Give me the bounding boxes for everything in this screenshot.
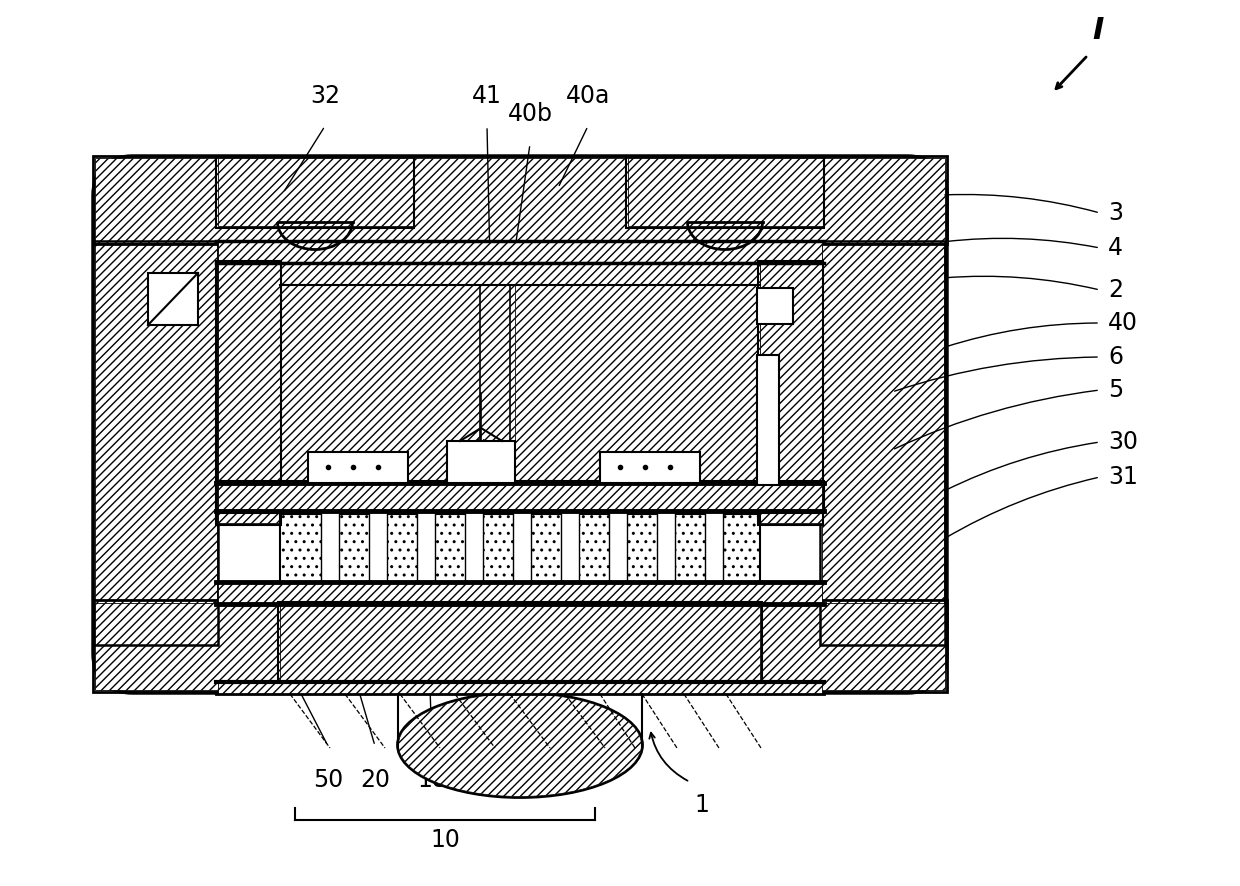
Bar xyxy=(820,241,945,645)
Bar xyxy=(95,603,945,690)
Bar xyxy=(446,441,515,483)
Bar xyxy=(560,511,579,585)
Text: 40a: 40a xyxy=(565,84,610,108)
Bar xyxy=(148,273,198,325)
Text: 2: 2 xyxy=(1109,278,1123,302)
Text: 32: 32 xyxy=(310,84,340,108)
Text: 41: 41 xyxy=(472,84,502,108)
Bar xyxy=(756,288,794,324)
Bar xyxy=(218,582,822,604)
Bar xyxy=(218,483,822,511)
Bar xyxy=(218,263,280,523)
Text: 17: 17 xyxy=(547,768,577,792)
Text: 11, 19: 11, 19 xyxy=(460,768,534,792)
Bar xyxy=(321,511,339,585)
Bar xyxy=(280,604,760,682)
Bar xyxy=(600,452,701,483)
Bar xyxy=(513,511,531,585)
Ellipse shape xyxy=(398,694,641,797)
Bar xyxy=(756,355,779,485)
Text: 40b: 40b xyxy=(507,102,553,126)
Bar xyxy=(280,514,760,582)
FancyBboxPatch shape xyxy=(93,156,947,693)
Text: 18: 18 xyxy=(417,768,446,792)
Text: 3: 3 xyxy=(1109,201,1123,225)
Bar xyxy=(95,243,217,643)
Bar xyxy=(278,602,763,684)
Text: 20: 20 xyxy=(360,768,391,792)
Bar xyxy=(609,511,627,585)
Text: 5: 5 xyxy=(1109,378,1123,402)
Bar xyxy=(218,158,413,226)
Bar xyxy=(218,241,822,263)
Bar xyxy=(758,261,823,525)
Bar xyxy=(93,156,947,244)
Text: 30: 30 xyxy=(1109,430,1138,454)
Bar xyxy=(465,511,484,585)
Text: 40: 40 xyxy=(1109,311,1138,335)
Bar xyxy=(218,682,822,694)
Bar xyxy=(216,156,414,228)
Text: 31: 31 xyxy=(1109,465,1138,489)
Bar xyxy=(370,511,387,585)
Text: 50: 50 xyxy=(312,768,343,792)
Bar xyxy=(93,600,947,692)
Text: 10: 10 xyxy=(430,828,460,852)
Bar xyxy=(216,261,281,525)
Ellipse shape xyxy=(398,693,642,797)
Bar xyxy=(657,511,675,585)
Bar xyxy=(627,158,823,226)
Text: I: I xyxy=(1092,16,1104,45)
Bar xyxy=(280,285,515,485)
Bar xyxy=(216,481,825,513)
Bar xyxy=(280,263,760,285)
Text: 4: 4 xyxy=(1109,236,1123,260)
Bar xyxy=(515,285,760,485)
Bar xyxy=(95,158,945,243)
Text: 1: 1 xyxy=(694,793,709,817)
Bar xyxy=(760,263,822,523)
Bar xyxy=(93,241,218,645)
Text: 6: 6 xyxy=(1109,345,1123,369)
Bar xyxy=(706,511,723,585)
Bar xyxy=(417,511,435,585)
Bar xyxy=(626,156,825,228)
Bar xyxy=(822,243,944,643)
Bar xyxy=(308,452,408,483)
